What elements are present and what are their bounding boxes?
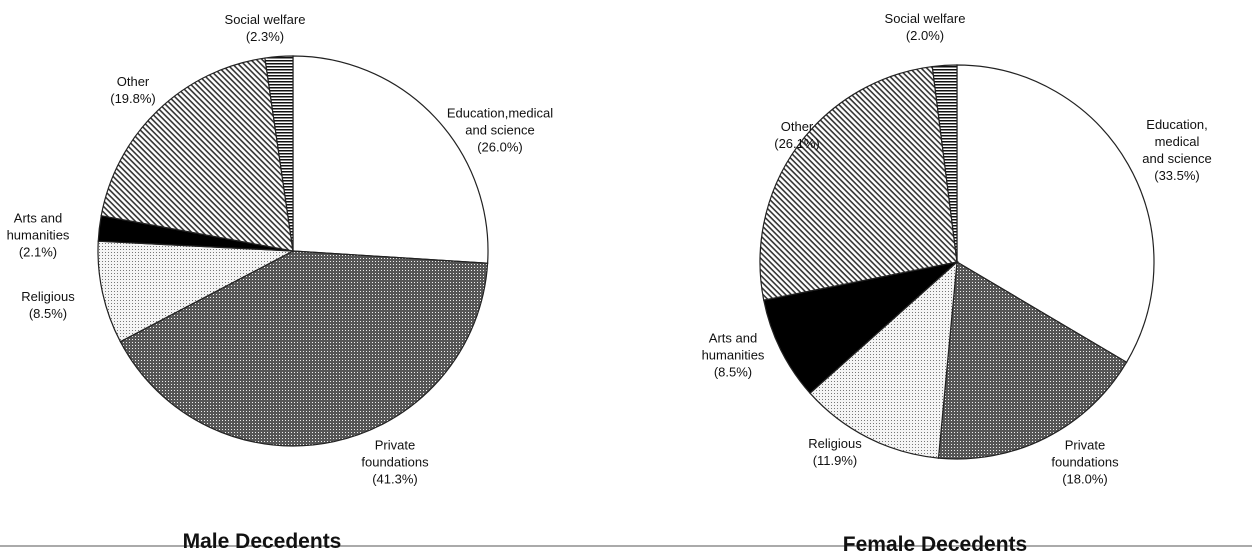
category-label: Social welfare bbox=[224, 12, 306, 27]
slice-label: Social welfare (2.3%) bbox=[225, 11, 306, 45]
slice-label: Social welfare (2.0%) bbox=[885, 10, 966, 44]
chart-title: Male Decedents bbox=[182, 530, 342, 553]
value-label: (18.0%) bbox=[1062, 471, 1108, 487]
category-label: Social welfare bbox=[884, 11, 966, 26]
value-label: (2.3%) bbox=[245, 29, 285, 44]
category-label: Private foundations bbox=[361, 437, 429, 470]
value-label: (8.5%) bbox=[713, 364, 753, 380]
category-label: Other bbox=[116, 74, 150, 89]
pie-slice bbox=[809, 260, 958, 459]
value-label: (2.0%) bbox=[905, 28, 945, 43]
pie-slice bbox=[956, 64, 1155, 364]
value-label: (41.3%) bbox=[372, 471, 418, 487]
slice-label: Private foundations (41.3%) bbox=[361, 437, 428, 488]
slice-label: Arts and humanities (2.1%) bbox=[7, 210, 70, 261]
pie-slice bbox=[119, 250, 489, 447]
category-label: Education,medical and science bbox=[446, 105, 554, 138]
slice-label: Education,medical and science (26.0%) bbox=[447, 105, 553, 156]
pie-slice bbox=[264, 55, 294, 252]
slice-label: Education, medical and science (33.5%) bbox=[1140, 116, 1215, 184]
slice-label: Religious (11.9%) bbox=[808, 435, 861, 469]
category-label: Education, medical and science bbox=[1142, 117, 1212, 166]
value-label: (8.5%) bbox=[28, 306, 68, 321]
slice-label: Private foundations (18.0%) bbox=[1051, 437, 1118, 488]
value-label: (26.1%) bbox=[774, 136, 820, 151]
category-label: Arts and humanities bbox=[701, 330, 765, 363]
slice-label: Arts and humanities (8.5%) bbox=[702, 330, 765, 381]
value-label: (11.9%) bbox=[812, 453, 858, 468]
value-label: (19.8%) bbox=[110, 91, 156, 106]
category-label: Private foundations bbox=[1051, 437, 1119, 470]
category-label: Arts and humanities bbox=[6, 210, 70, 243]
value-label: (33.5%) bbox=[1154, 168, 1200, 183]
chart-title: Female Decedents bbox=[842, 533, 1028, 556]
slice-label: Religious (8.5%) bbox=[21, 288, 74, 322]
category-label: Religious bbox=[808, 436, 862, 451]
pie-slice bbox=[100, 57, 294, 252]
value-label: (26.0%) bbox=[477, 139, 523, 155]
value-label: (2.1%) bbox=[18, 244, 58, 260]
pie-slice bbox=[931, 64, 958, 263]
slice-label: Other (19.8%) bbox=[110, 73, 156, 107]
pie-slice bbox=[937, 261, 1128, 460]
category-label: Other bbox=[780, 119, 814, 134]
pie-slice bbox=[763, 260, 960, 395]
slice-label: Other (26.1%) bbox=[774, 118, 820, 152]
pie-slice bbox=[292, 55, 489, 264]
pie-slice bbox=[759, 65, 958, 301]
pie-slice bbox=[97, 240, 296, 343]
category-label: Religious bbox=[21, 289, 75, 304]
